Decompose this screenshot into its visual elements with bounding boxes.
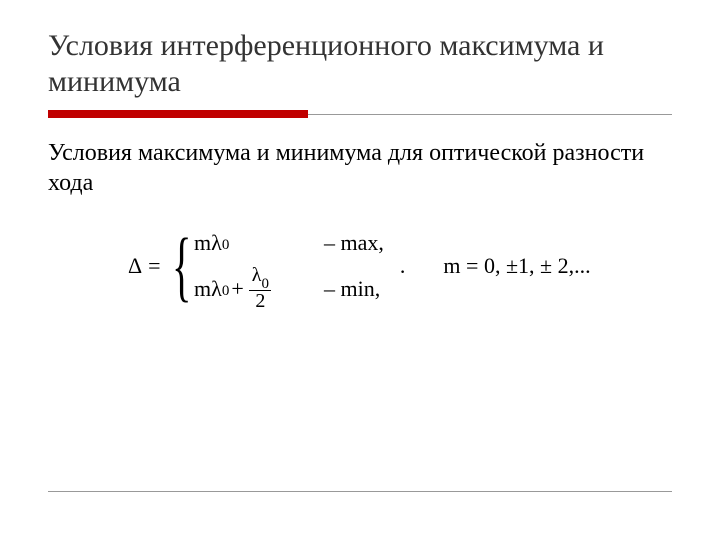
dash: – <box>324 230 335 255</box>
formula: Δ = { mλ0 – max, mλ0 + λ0 <box>48 228 672 304</box>
var-lambda: λ <box>252 264 262 286</box>
plus-sign: + <box>231 276 243 302</box>
case-min-label: – min, <box>324 276 380 302</box>
frac-numerator: λ0 <box>248 265 273 290</box>
var-lambda: λ <box>211 230 222 256</box>
formula-cases: mλ0 – max, mλ0 + λ0 2 <box>194 228 384 304</box>
frac-denominator: 2 <box>249 290 271 312</box>
slide-title: Условия интерференционного максимума и м… <box>48 28 672 100</box>
var-m: m <box>194 276 211 302</box>
case-max-expr: mλ0 <box>194 230 324 256</box>
footer-rule <box>48 491 672 492</box>
sub-zero: 0 <box>222 237 230 254</box>
delta-symbol: Δ <box>128 253 142 279</box>
formula-lhs: Δ = <box>128 253 165 279</box>
label-text: min, <box>341 276 381 301</box>
dash: – <box>324 276 335 301</box>
header-rule <box>48 110 672 118</box>
brace-left: { <box>172 229 191 303</box>
fraction-half-lambda: λ0 2 <box>248 265 273 312</box>
equals-sign: = <box>148 253 160 279</box>
accent-bar <box>48 110 308 118</box>
sub-zero: 0 <box>222 283 230 300</box>
slide-subtitle: Условия максимума и минимума для оптичес… <box>48 138 672 198</box>
m-values: m = 0, ±1, ± 2,... <box>443 253 590 279</box>
formula-dot: . <box>400 253 406 279</box>
case-max-label: – max, <box>324 230 384 256</box>
var-m: m <box>194 230 211 256</box>
var-lambda: λ <box>211 276 222 302</box>
case-min-expr: mλ0 + λ0 2 <box>194 266 324 313</box>
label-text: max, <box>341 230 384 255</box>
sub-zero: 0 <box>261 276 269 292</box>
case-max: mλ0 – max, <box>194 228 384 258</box>
case-min: mλ0 + λ0 2 – min, <box>194 274 384 304</box>
rule-line <box>308 114 672 115</box>
